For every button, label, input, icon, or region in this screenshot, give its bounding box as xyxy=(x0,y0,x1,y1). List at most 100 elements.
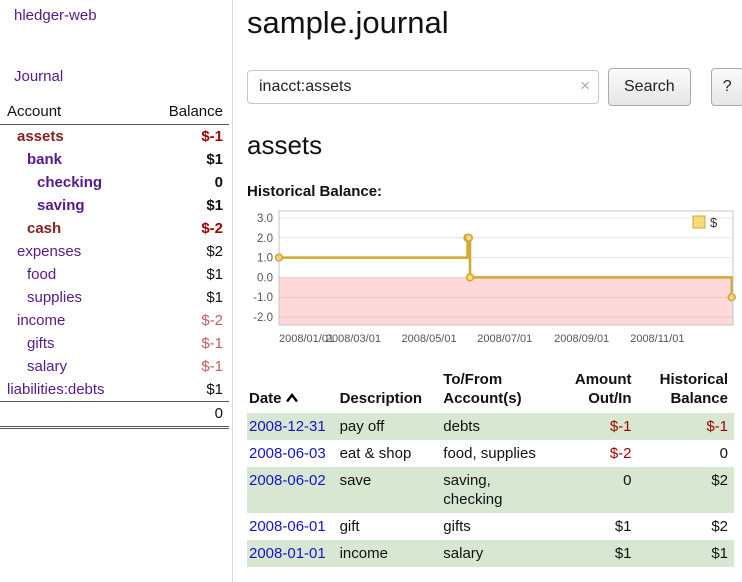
data-point-marker xyxy=(464,233,473,242)
account-cell: supplies xyxy=(0,286,142,309)
account-link-checking[interactable]: checking xyxy=(37,174,103,191)
register-amount: $-2 xyxy=(609,445,632,462)
account-cell: gifts xyxy=(0,332,142,355)
register-col-label: Date xyxy=(249,390,282,407)
account-balance: 0 xyxy=(214,174,223,191)
register-accounts: debts xyxy=(443,418,480,435)
account-link-saving[interactable]: saving xyxy=(37,197,85,214)
sidebar-journal-link[interactable]: Journal xyxy=(14,68,64,85)
page-title: sample.journal xyxy=(247,5,449,40)
account-balance: $1 xyxy=(206,197,223,214)
register-date-link[interactable]: 2008-01-01 xyxy=(249,545,326,562)
register-row: 2008-12-31 pay off debts $-1 $-1 xyxy=(247,413,734,440)
register-accounts: gifts xyxy=(443,518,471,535)
account-row: cash $-2 xyxy=(0,217,229,240)
x-tick-label: 2008/07/01 xyxy=(477,333,532,345)
sidebar: hledger-web Journal Account Balance asse… xyxy=(0,0,233,582)
account-link-cash[interactable]: cash xyxy=(27,220,62,237)
search-button[interactable]: Search xyxy=(608,68,691,106)
register-balance: $-1 xyxy=(706,418,728,435)
account-link-income[interactable]: income xyxy=(17,312,66,329)
accounts-total-value: 0 xyxy=(142,401,229,429)
account-cell: bank xyxy=(0,148,142,171)
account-link-bank[interactable]: bank xyxy=(27,151,63,168)
account-heading: assets xyxy=(247,130,323,160)
account-row: checking 0 xyxy=(0,171,229,194)
register-description: save xyxy=(339,472,372,489)
account-link-food[interactable]: food xyxy=(27,266,57,283)
register-date-link[interactable]: 2008-06-03 xyxy=(249,445,326,462)
register-date-link[interactable]: 2008-06-02 xyxy=(249,472,326,489)
account-row: liabilities:debts $1 xyxy=(0,378,229,402)
main-content: sample.journal × Search ? assets Histori… xyxy=(233,0,742,582)
register-table: Date Description To/From Account(s) Amount … xyxy=(247,368,734,567)
accounts-header-row: Account Balance xyxy=(0,101,229,125)
data-point-marker xyxy=(465,273,475,282)
register-description: pay off xyxy=(339,418,385,435)
account-link-salary[interactable]: salary xyxy=(27,358,68,375)
chart-title: Historical Balance: xyxy=(247,183,383,200)
help-button[interactable]: ? xyxy=(710,68,742,106)
account-row: supplies $1 xyxy=(0,286,229,309)
account-link-supplies[interactable]: supplies xyxy=(27,289,83,306)
legend-label: $ xyxy=(710,215,718,230)
account-cell: assets xyxy=(0,125,142,149)
account-balance: $-1 xyxy=(201,358,223,375)
register-balance: $1 xyxy=(711,545,728,562)
register-date-cell: 2008-06-01 xyxy=(247,513,338,540)
register-col-to-from-account-s-: To/From Account(s) xyxy=(441,368,551,413)
register-row: 2008-06-01 gift gifts $1 $2 xyxy=(247,513,734,540)
search-row: × Search ? xyxy=(247,68,742,106)
app-title-link[interactable]: hledger-web xyxy=(14,7,97,24)
account-cell: food xyxy=(0,263,142,286)
legend-swatch-icon xyxy=(692,215,706,229)
accounts-col-account: Account xyxy=(0,101,143,125)
register-col-historical-balance: Historical Balance xyxy=(638,368,734,413)
account-cell: checking xyxy=(0,171,142,194)
register-balance: $2 xyxy=(711,472,728,489)
x-tick-label: 2008/11/01 xyxy=(630,333,684,345)
account-row: salary $-1 xyxy=(0,355,229,378)
accounts-table: Account Balance assets $-1 bank $1 checking 0… xyxy=(0,101,229,429)
x-tick-label: 2008/01/01 xyxy=(279,333,334,345)
y-tick-label: 2.0 xyxy=(257,233,273,245)
register-col-amount-out-in: Amount Out/In xyxy=(551,368,637,413)
register-date-cell: 2008-01-01 xyxy=(247,540,338,567)
x-tick-label: 2008/05/01 xyxy=(402,333,457,345)
register-description: gift xyxy=(339,518,360,535)
register-description: income xyxy=(339,545,388,562)
account-row: bank $1 xyxy=(0,148,229,171)
account-cell: income xyxy=(0,309,142,332)
historical-balance-chart: $3.0 2.0 1.0 0.0 -1.0 -2.0 2008/01/01 2008/03/0… xyxy=(247,205,742,357)
account-row: assets $-1 xyxy=(0,125,229,149)
register-col-label: Description xyxy=(339,390,423,407)
register-date-cell: 2008-06-03 xyxy=(247,440,338,467)
account-balance: $-1 xyxy=(201,128,223,145)
x-tick-label: 2008/09/01 xyxy=(554,333,609,345)
register-date-link[interactable]: 2008-06-01 xyxy=(249,518,326,535)
account-link-expenses[interactable]: expenses xyxy=(17,243,82,260)
clear-search-icon[interactable]: × xyxy=(580,76,590,95)
search-box: × xyxy=(247,70,599,104)
account-link-gifts[interactable]: gifts xyxy=(27,335,55,352)
account-link-assets[interactable]: assets xyxy=(17,128,64,145)
register-col-date[interactable]: Date xyxy=(247,368,338,413)
account-row: saving $1 xyxy=(0,194,229,217)
register-row: 2008-06-02 save saving, checking 0 $2 xyxy=(247,467,734,513)
register-header-row: Date Description To/From Account(s) Amount … xyxy=(247,368,734,413)
search-input[interactable] xyxy=(247,70,599,104)
register-accounts: saving, checking xyxy=(443,472,503,508)
register-col-label: Historical Balance xyxy=(659,371,728,407)
account-cell: cash xyxy=(0,217,142,240)
register-date-cell: 2008-06-02 xyxy=(247,467,338,513)
accounts-col-balance: Balance xyxy=(142,101,229,125)
balance-step-chart: $3.0 2.0 1.0 0.0 -1.0 -2.0 2008/01/012008/03/0… xyxy=(253,210,736,345)
register-accounts: food, supplies xyxy=(443,445,536,462)
account-balance: $1 xyxy=(206,266,223,283)
account-balance: $-2 xyxy=(201,220,223,237)
negative-region xyxy=(279,277,733,325)
register-col-label: To/From Account(s) xyxy=(443,371,522,407)
account-link-liabilities-debts[interactable]: liabilities:debts xyxy=(7,381,105,398)
register-date-link[interactable]: 2008-12-31 xyxy=(249,418,326,435)
